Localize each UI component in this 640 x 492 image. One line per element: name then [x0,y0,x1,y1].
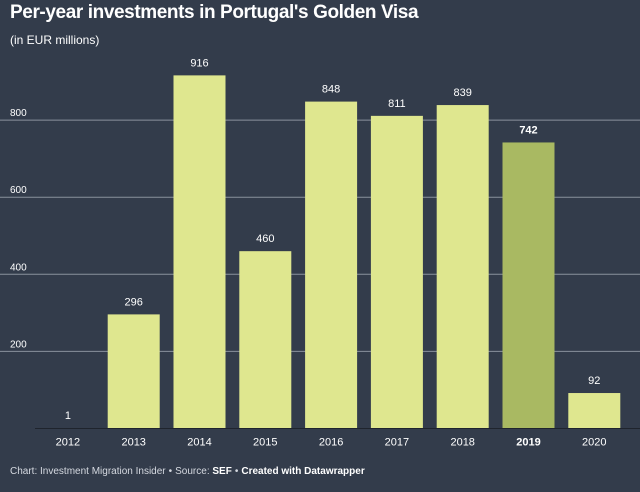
x-tick-label: 2018 [450,437,474,449]
chart-title: Per-year investments in Portugal's Golde… [10,2,419,23]
value-label: 296 [125,296,143,308]
value-label: 916 [190,57,208,69]
x-tick-label: 2017 [385,437,409,449]
x-tick-label: 2013 [121,437,145,449]
y-tick-label: 800 [10,108,27,119]
bar-2016 [305,101,358,429]
chart-subtitle: (in EUR millions) [10,33,100,47]
x-tick-label: 2020 [582,437,606,449]
value-label: 848 [322,84,340,96]
x-tick-label: 2019 [516,437,540,449]
value-label: 811 [388,98,406,110]
bar-2014 [173,75,226,429]
bar-2015 [239,251,292,429]
bar-2017 [370,115,423,429]
value-label: 92 [588,375,600,387]
y-tick-label: 600 [10,185,27,196]
source-link[interactable]: SEF [212,466,232,477]
x-tick-label: 2012 [56,437,80,449]
value-label: 1 [65,410,71,422]
chart-footer: Chart: Investment Migration Insider • Sour… [10,466,365,477]
value-label: 839 [454,87,472,99]
x-tick-label: 2016 [319,437,343,449]
bar-2019 [502,142,555,429]
y-tick-label: 400 [10,262,27,273]
value-label: 742 [519,124,537,136]
datawrapper-credit[interactable]: Created with Datawrapper [241,466,365,477]
bar-2013 [107,314,160,429]
x-tick-label: 2015 [253,437,277,449]
y-tick-label: 200 [10,339,27,350]
chart-credit: Chart: Investment Migration Insider [10,466,166,477]
source-label: Source: [175,466,210,477]
bar-chart: 200 400 600 800 1 2012 296 2013 916 2014 460 2015 84… [0,57,640,449]
bar-2020 [568,393,621,429]
bar-2018 [436,105,489,429]
value-label: 460 [256,233,274,245]
x-tick-label: 2014 [187,437,211,449]
